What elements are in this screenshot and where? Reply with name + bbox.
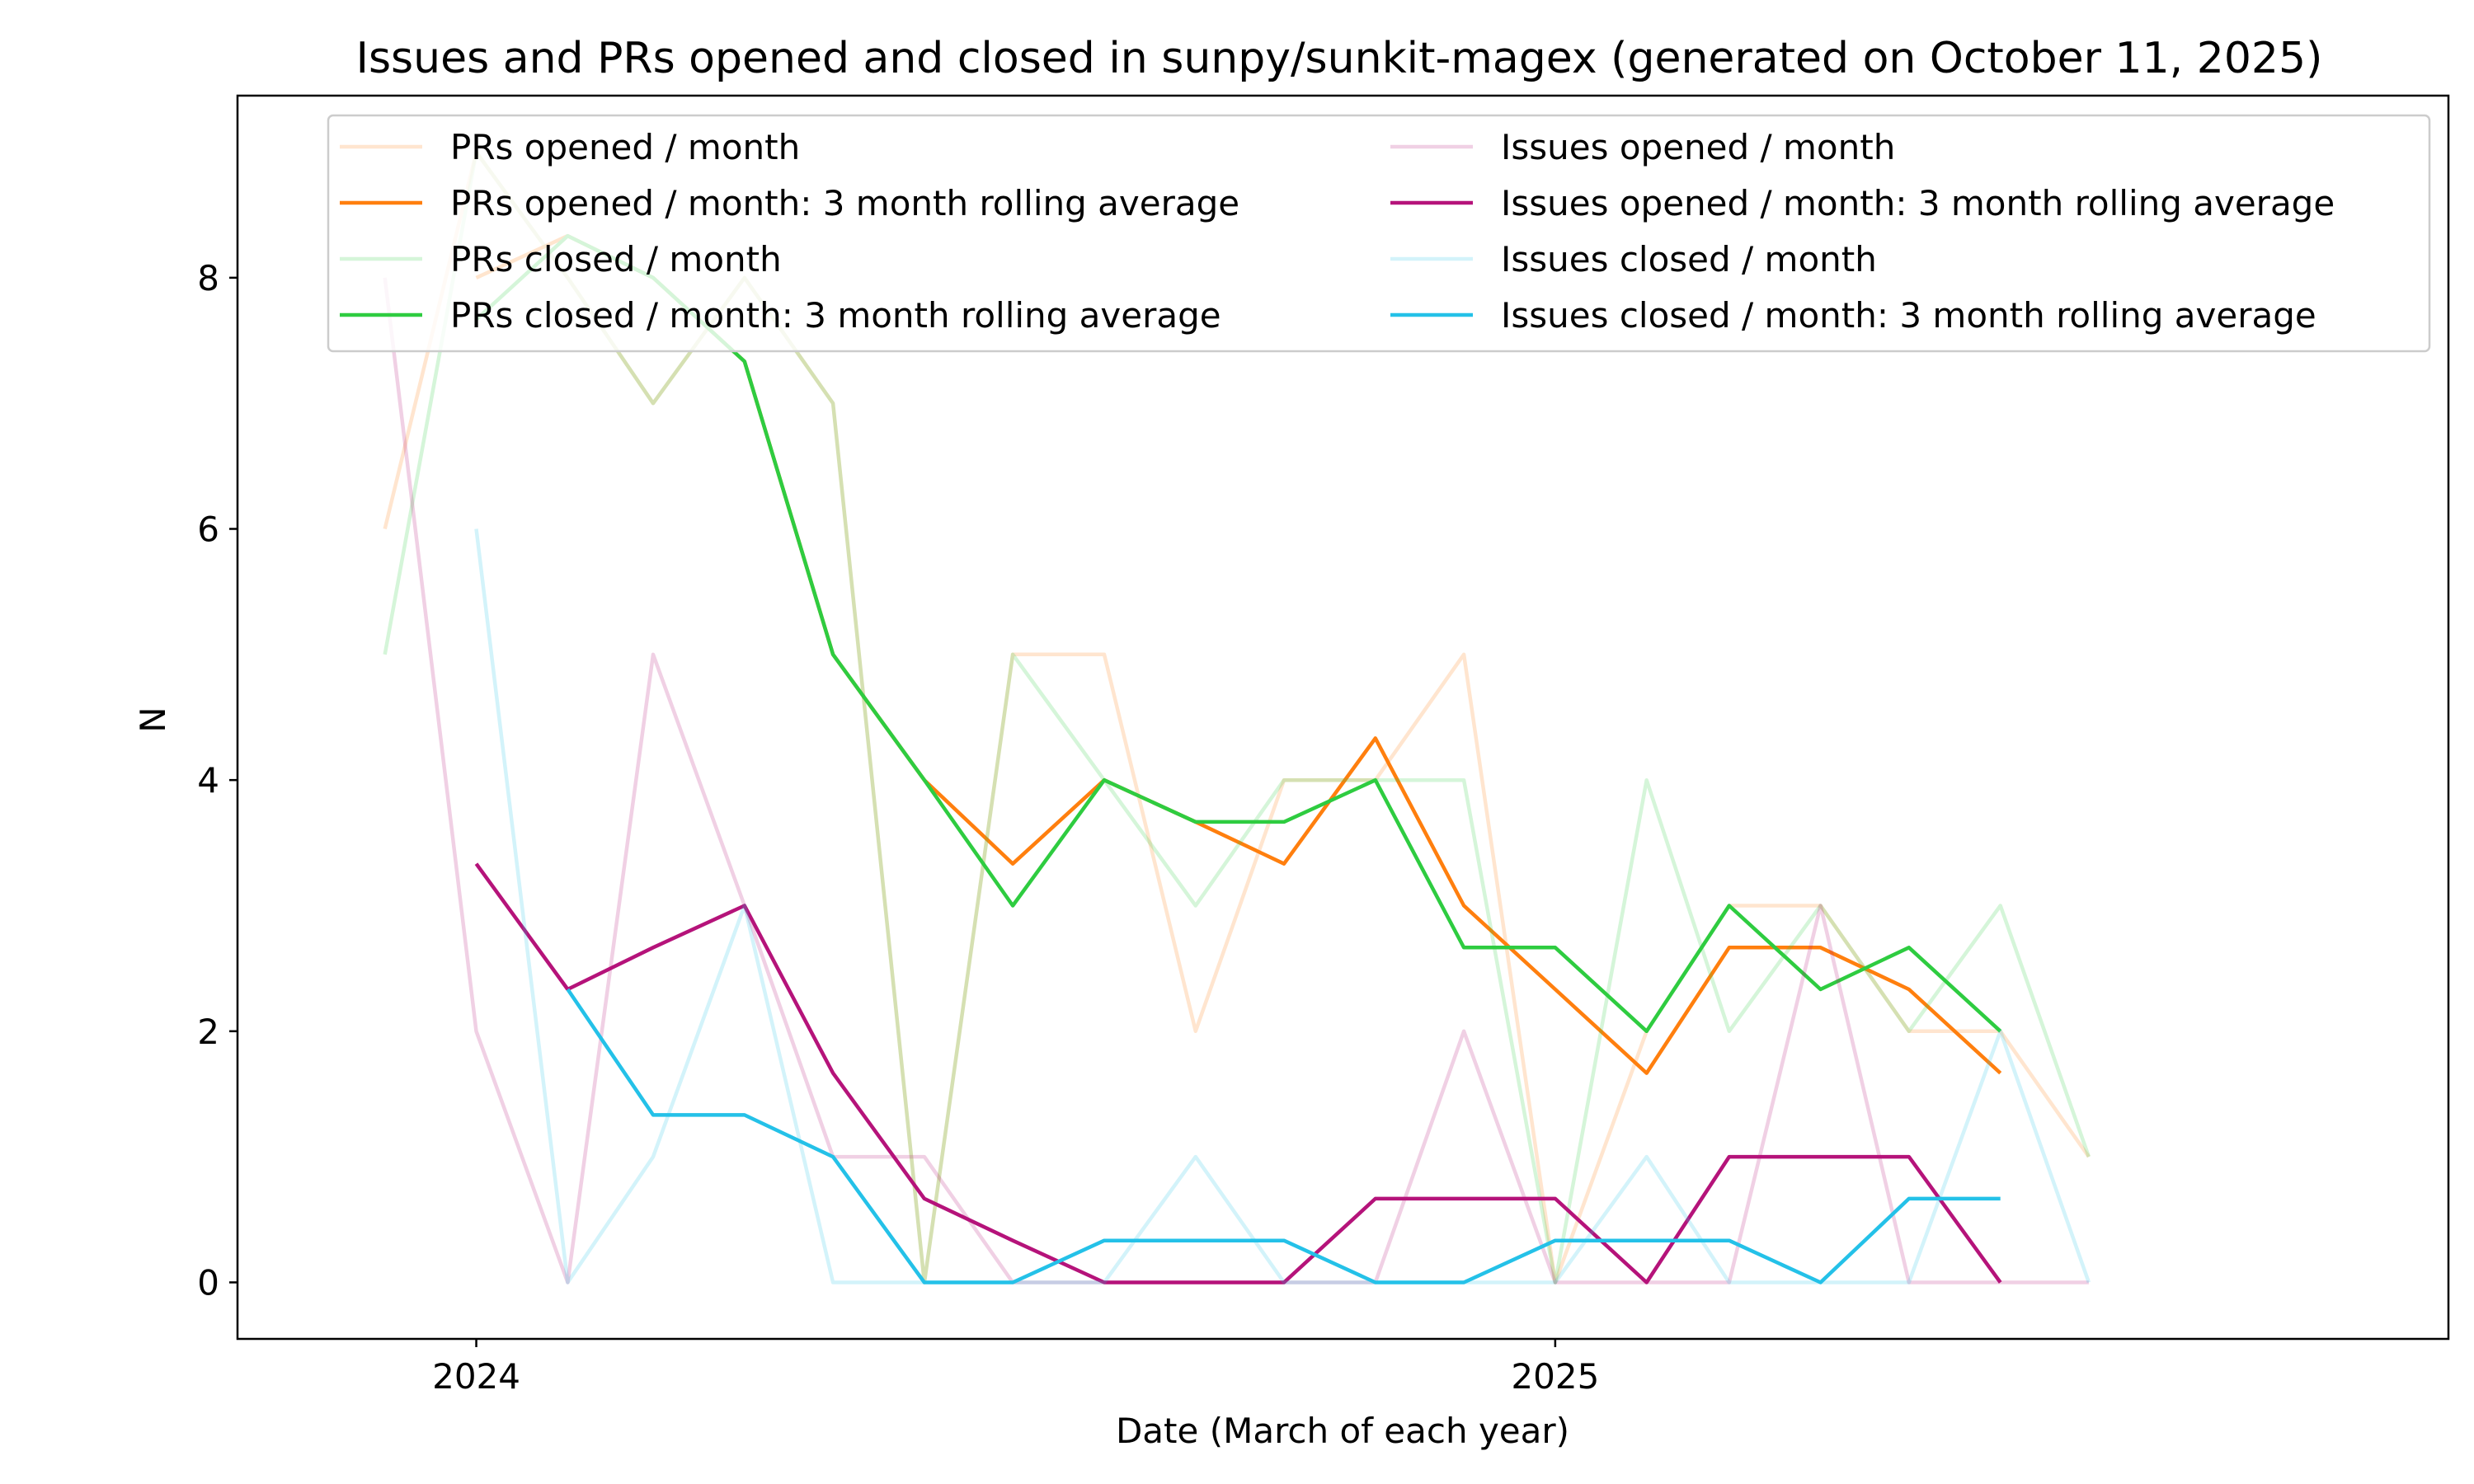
legend-entries: PRs opened / month PRs opened / month: 3 …: [340, 127, 2335, 336]
legend: PRs opened / month PRs opened / month: 3 …: [327, 114, 2431, 353]
plot-frame: [236, 94, 2450, 1341]
legend-label-issues-opened-month-3-month-rolling-average: Issues opened / month: 3 month rolling a…: [1501, 183, 2335, 223]
legend-label-prs-closed-month: PRs closed / month: [450, 239, 782, 279]
series-line-issues-closed-month-3-month-rolling-average: [566, 988, 2001, 1284]
y-tick-label: 6: [197, 510, 219, 550]
axes-layer: 0 2 4 6 8 2024 2025: [197, 258, 1599, 1397]
series-line-prs-opened-month: [383, 150, 2091, 1284]
series-line-issues-opened-month-3-month-rolling-average: [474, 862, 2002, 1284]
legend-label-issues-closed-month-3-month-rolling-average: Issues closed / month: 3 month rolling a…: [1501, 295, 2316, 336]
x-tick-label: 2024: [432, 1356, 520, 1397]
y-tick-label: 0: [197, 1262, 219, 1303]
legend-frame: [327, 114, 2431, 353]
legend-label-issues-closed-month: Issues closed / month: [1501, 239, 1877, 279]
legend-label-issues-opened-month: Issues opened / month: [1501, 127, 1895, 167]
legend-label-prs-opened-month-3-month-rolling-average: PRs opened / month: 3 month rolling aver…: [450, 183, 1239, 223]
legend-label-prs-closed-month-3-month-rolling-average: PRs closed / month: 3 month rolling aver…: [450, 295, 1221, 336]
y-axis-label: N: [133, 707, 173, 732]
y-tick-label: 4: [197, 760, 219, 801]
legend-label-prs-opened-month: PRs opened / month: [450, 127, 800, 167]
y-tick-label: 8: [197, 258, 219, 298]
x-axis-label: Date (March of each year): [1116, 1411, 1569, 1451]
y-tick-label: 2: [197, 1012, 219, 1052]
x-tick-label: 2025: [1511, 1356, 1599, 1397]
chart-title: Issues and PRs opened and closed in sunp…: [356, 34, 2323, 83]
series-line-prs-closed-month: [383, 150, 2091, 1284]
